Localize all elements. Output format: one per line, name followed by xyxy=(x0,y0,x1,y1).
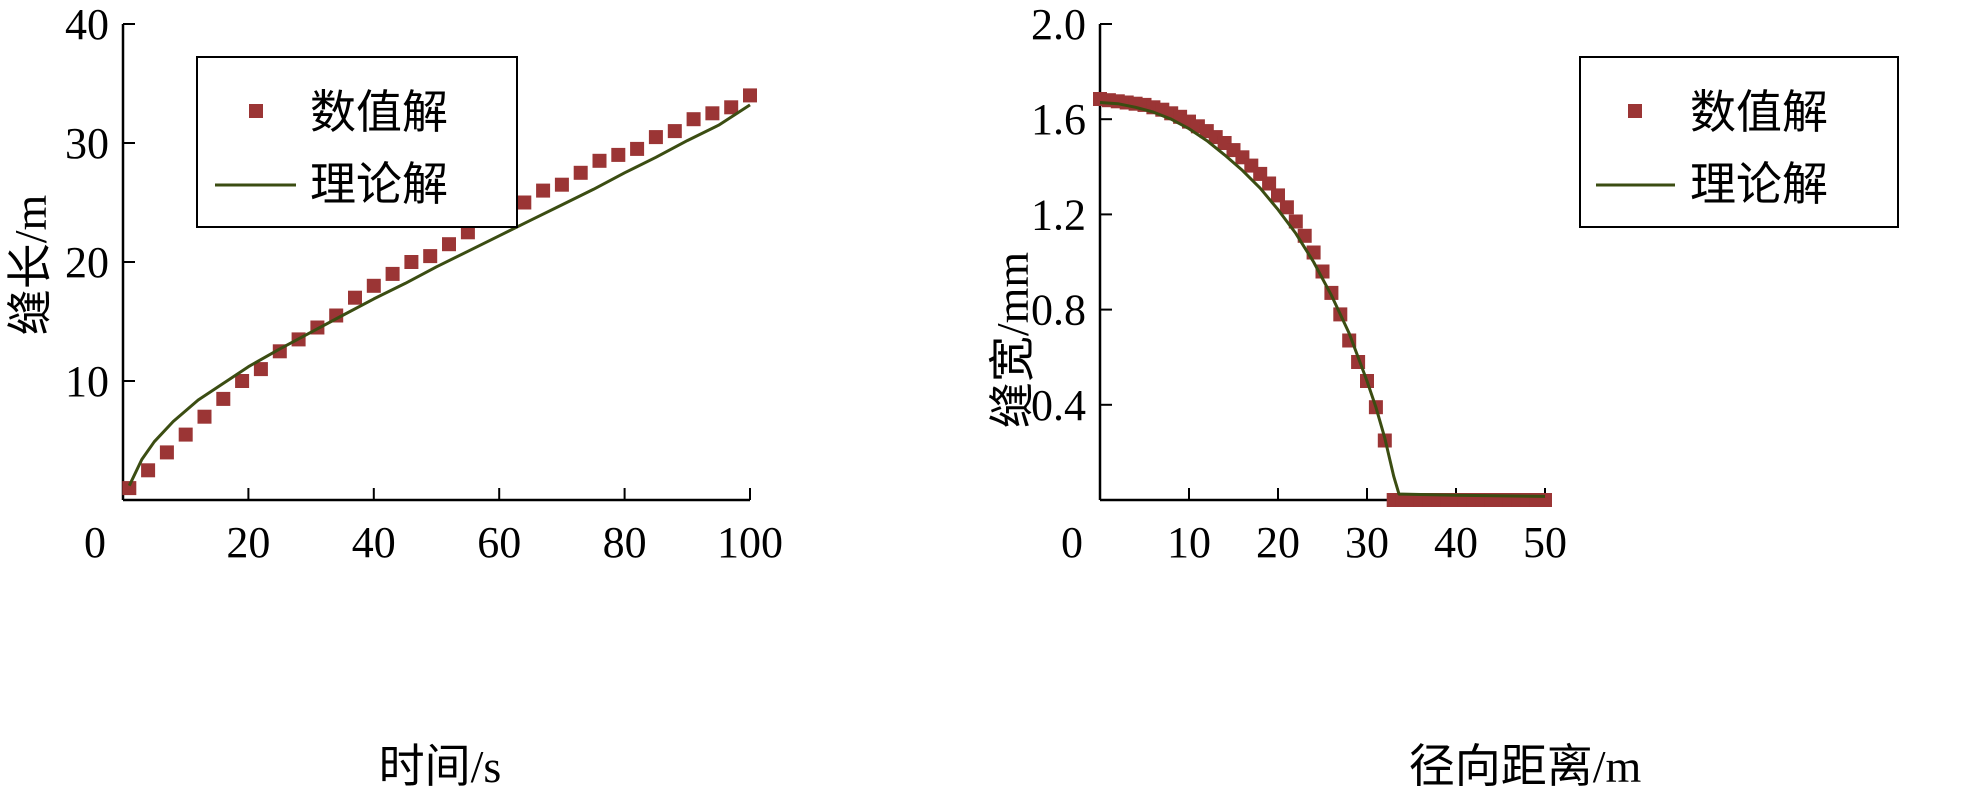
data-point-numeric xyxy=(348,290,362,305)
legend-label-numeric: 数值解 xyxy=(310,87,448,138)
data-point-numeric xyxy=(592,153,607,168)
data-point-numeric xyxy=(460,225,475,240)
data-point-numeric xyxy=(253,362,268,377)
data-point-numeric xyxy=(630,141,645,156)
x-tick-label: 40 xyxy=(1434,518,1478,567)
legend-label-theoretical: 理论解 xyxy=(310,159,448,210)
y-tick-label: 20 xyxy=(65,238,109,287)
data-point-numeric xyxy=(442,237,456,252)
x-axis-label: 时间/s xyxy=(379,741,502,792)
x-tick-label: 0 xyxy=(84,518,106,567)
chart-crack-width: 缝宽/mm 径向距离/m 0 10 20 30 40 500.40.81.21.62.0 … xyxy=(987,0,1899,792)
legend-box xyxy=(196,56,518,228)
x-tick-label: 50 xyxy=(1523,518,1567,567)
data-point-numeric xyxy=(743,88,757,103)
y-tick-label: 1.6 xyxy=(1031,95,1086,144)
data-point-numeric xyxy=(122,481,137,496)
x-tick-label: 40 xyxy=(352,518,396,567)
x-tick-label: 100 xyxy=(717,518,783,567)
data-point-numeric xyxy=(1279,200,1294,215)
data-point-numeric xyxy=(1288,214,1303,229)
x-tick-label: 0 xyxy=(1061,518,1083,567)
series-line-theoretical xyxy=(127,103,751,487)
data-point-numeric xyxy=(1271,188,1285,203)
x-tick-label: 60 xyxy=(477,518,521,567)
y-tick-label: 30 xyxy=(65,119,109,168)
legend-marker-square xyxy=(1628,104,1642,118)
plot-area: 0 10 20 30 40 50 0.4 0.8 1.2 1.6 2.0 xyxy=(1031,0,1567,567)
data-point-numeric xyxy=(554,177,569,192)
x-tick-label: 80 xyxy=(603,518,647,567)
x-tick-label: 20 xyxy=(226,518,270,567)
legend: 数值解 理论解 xyxy=(1579,56,1899,228)
data-point-numeric xyxy=(235,374,250,388)
y-tick-label: 0.8 xyxy=(1031,286,1086,335)
y-tick-label: 2.0 xyxy=(1031,0,1086,49)
y-tick-label: 10 xyxy=(65,357,109,406)
data-point-numeric xyxy=(197,409,212,424)
x-tick-label: 30 xyxy=(1345,518,1389,567)
data-point-numeric xyxy=(159,445,174,460)
legend-box xyxy=(1579,56,1899,228)
data-point-numeric xyxy=(667,124,682,139)
data-point-numeric xyxy=(216,391,231,406)
legend-label-theoretical: 理论解 xyxy=(1690,159,1828,210)
data-point-numeric xyxy=(423,249,438,264)
x-tick-label: 10 xyxy=(1167,518,1211,567)
data-point-numeric xyxy=(611,147,626,162)
series-line-theoretical xyxy=(1099,101,1546,498)
data-point-numeric xyxy=(517,195,532,210)
data-point-numeric xyxy=(705,106,720,121)
data-point-numeric xyxy=(404,255,419,269)
legend-marker-square xyxy=(249,104,263,118)
y-tick-label: 40 xyxy=(65,0,109,49)
data-point-numeric xyxy=(1262,176,1277,191)
data-point-numeric xyxy=(366,278,381,293)
data-point-numeric xyxy=(724,100,739,115)
data-point-numeric xyxy=(385,266,400,281)
data-point-numeric xyxy=(178,427,193,442)
y-tick-label: 1.2 xyxy=(1031,190,1086,239)
x-axis-label: 径向距离/m xyxy=(1409,741,1642,792)
data-point-numeric xyxy=(536,183,551,198)
data-point-numeric xyxy=(141,463,156,478)
y-tick-label: 0.4 xyxy=(1031,381,1086,430)
y-axis-label: 缝宽/mm xyxy=(987,252,1038,429)
x-tick-label: 20 xyxy=(1256,518,1300,567)
data-point-numeric xyxy=(686,112,701,127)
chart-crack-length: 缝长/m 时间/s 0 20 40 60 80 100 10 20 30 40 数值解 理论解 xyxy=(5,0,783,792)
legend: 数值解 理论解 xyxy=(196,56,518,228)
y-axis-label: 缝长/m xyxy=(5,195,56,336)
legend-label-numeric: 数值解 xyxy=(1690,87,1828,138)
data-point-numeric xyxy=(648,130,663,145)
data-point-numeric xyxy=(573,165,588,180)
